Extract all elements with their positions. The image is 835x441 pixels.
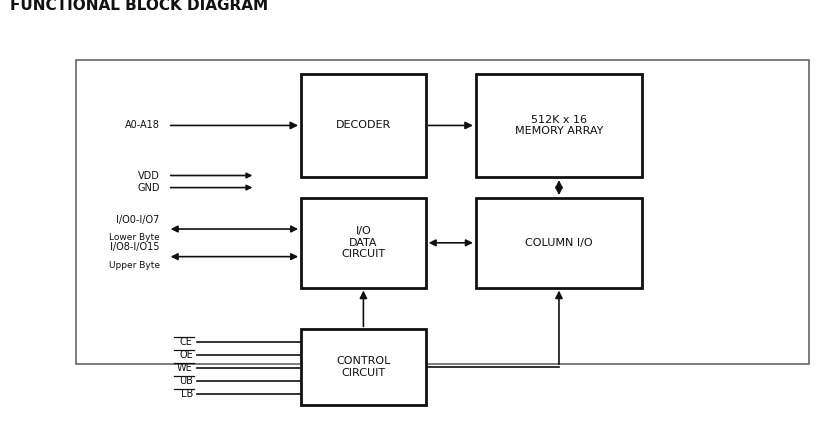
Text: DECODER: DECODER [336,120,391,131]
Bar [301,329,426,405]
Text: FUNCTIONAL BLOCK DIAGRAM: FUNCTIONAL BLOCK DIAGRAM [10,0,268,13]
Bar [476,198,642,288]
Bar [301,198,426,288]
Text: LB: LB [180,389,193,399]
Text: VDD: VDD [138,171,159,180]
Text: A0-A18: A0-A18 [124,120,159,131]
Bar [476,74,642,177]
Text: OE: OE [179,350,193,360]
Bar [76,60,808,364]
Text: COLUMN I/O: COLUMN I/O [525,238,593,248]
Text: Upper Byte: Upper Byte [109,261,159,270]
Text: CONTROL
CIRCUIT: CONTROL CIRCUIT [337,356,391,378]
Text: UB: UB [179,376,193,386]
Text: CE: CE [180,337,193,347]
Text: I/O
DATA
CIRCUIT: I/O DATA CIRCUIT [342,226,386,259]
Text: GND: GND [137,183,159,193]
Text: Lower Byte: Lower Byte [109,233,159,242]
Text: WE: WE [177,363,193,373]
Text: I/O8-I/O15: I/O8-I/O15 [110,243,159,253]
Bar [301,74,426,177]
Text: 512K x 16
MEMORY ARRAY: 512K x 16 MEMORY ARRAY [515,115,603,136]
Text: I/O0-I/O7: I/O0-I/O7 [116,215,159,225]
